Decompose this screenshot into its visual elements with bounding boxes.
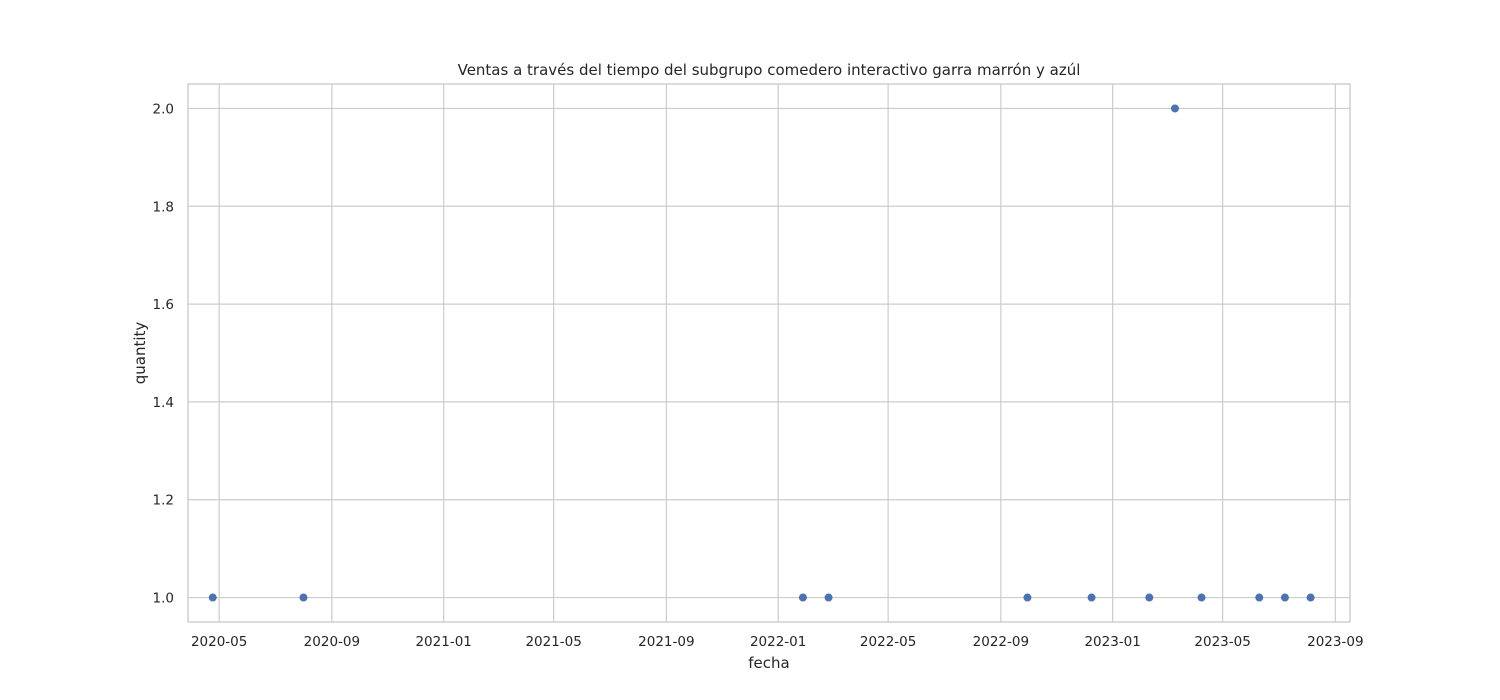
data-points [208, 104, 1315, 602]
y-tick-label: 2.0 [153, 101, 174, 117]
data-point [208, 593, 217, 602]
y-tick-label: 1.8 [153, 199, 174, 215]
x-tick-label: 2021-09 [638, 634, 694, 650]
x-tick-label: 2022-05 [860, 634, 916, 650]
x-axis-ticks: 2020-05 2020-09 2021-01 2021-05 2021-09 2022-… [191, 634, 1364, 650]
chart-title: Ventas a través del tiempo del subgrupo … [458, 61, 1081, 79]
x-tick-label: 2022-01 [750, 634, 806, 650]
data-point [1280, 593, 1289, 602]
y-axis-label: quantity [131, 322, 149, 385]
y-axis-ticks: 1.0 1.2 1.4 1.6 1.8 2.0 [153, 101, 174, 606]
x-tick-label: 2020-09 [304, 634, 360, 650]
data-point [299, 593, 308, 602]
data-point [1255, 593, 1264, 602]
grid-lines [188, 84, 1350, 622]
x-tick-label: 2023-09 [1307, 634, 1363, 650]
data-point [1023, 593, 1032, 602]
data-point [1145, 593, 1154, 602]
data-point [1306, 593, 1315, 602]
x-axis-label: fecha [748, 654, 789, 672]
x-tick-label: 2021-01 [415, 634, 471, 650]
y-tick-label: 1.6 [153, 297, 174, 313]
data-point [798, 593, 807, 602]
x-tick-label: 2023-01 [1084, 634, 1140, 650]
x-tick-label: 2020-05 [191, 634, 247, 650]
data-point [1170, 104, 1179, 113]
y-tick-label: 1.4 [153, 395, 174, 411]
x-tick-label: 2023-05 [1194, 634, 1250, 650]
data-point [1087, 593, 1096, 602]
data-point [824, 593, 833, 602]
y-tick-label: 1.2 [153, 493, 174, 509]
data-point [1197, 593, 1206, 602]
x-tick-label: 2022-09 [973, 634, 1029, 650]
x-tick-label: 2021-05 [525, 634, 581, 650]
y-tick-label: 1.0 [153, 591, 174, 607]
plot-frame [187, 83, 1351, 623]
